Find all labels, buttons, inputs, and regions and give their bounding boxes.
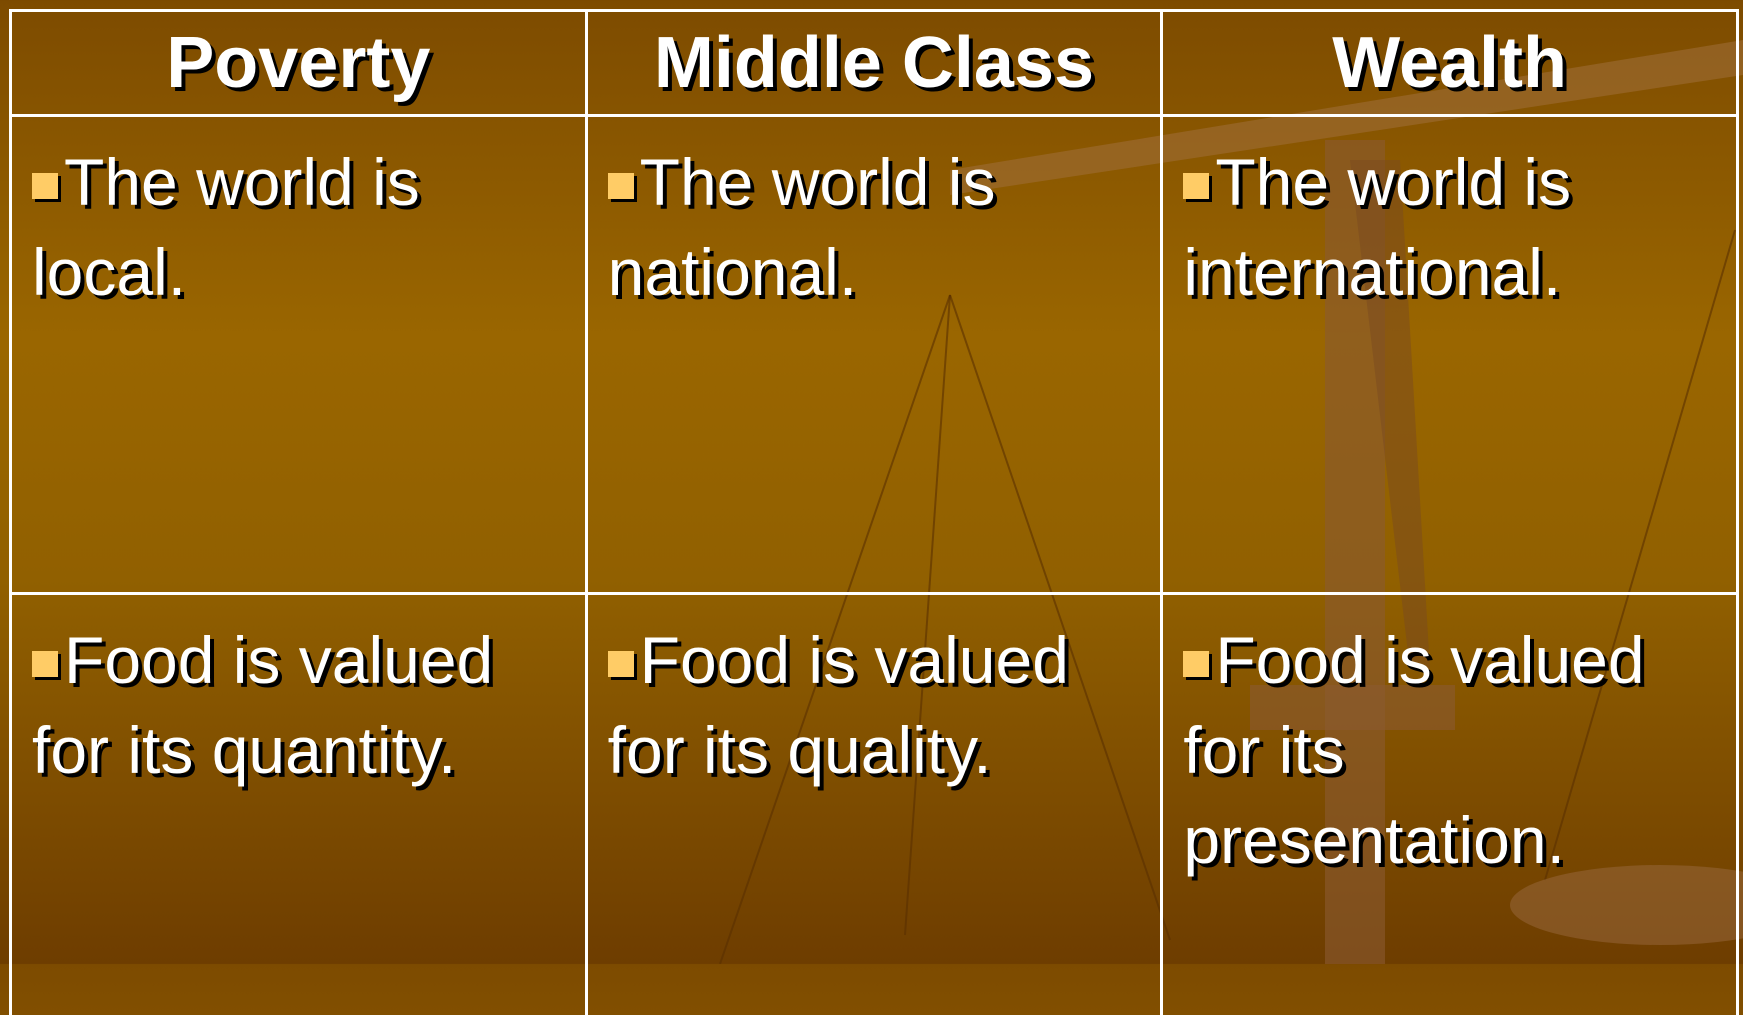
bullet <box>1183 651 1209 677</box>
bullet <box>608 173 634 199</box>
table-cell: The world is international. <box>1162 116 1738 594</box>
table-row: Food is valued for its quantity. Food is … <box>11 594 1738 1015</box>
bullet <box>608 651 634 677</box>
table-cell: The world is local. <box>11 116 587 594</box>
table-row: The world is local. The world is national… <box>11 116 1738 594</box>
column-header: Wealth <box>1162 11 1738 116</box>
cell-text: Food is valued for its presentation. <box>1183 623 1644 877</box>
table-cell: Food is valued for its quality. <box>586 594 1162 1015</box>
table-cell: Food is valued for its quantity. <box>11 594 587 1015</box>
bullet <box>32 651 58 677</box>
bullet <box>32 173 58 199</box>
cell-text: The world is national. <box>608 145 996 309</box>
column-header: Middle Class <box>586 11 1162 116</box>
bullet <box>1183 173 1209 199</box>
cell-text: The world is local. <box>32 145 420 309</box>
table-cell: Food is valued for its presentation. <box>1162 594 1738 1015</box>
cell-text: Food is valued for its quality. <box>608 623 1069 787</box>
cell-text: Food is valued for its quantity. <box>32 623 493 787</box>
table-cell: The world is national. <box>586 116 1162 594</box>
cell-text: The world is international. <box>1183 145 1571 309</box>
column-header: Poverty <box>11 11 587 116</box>
